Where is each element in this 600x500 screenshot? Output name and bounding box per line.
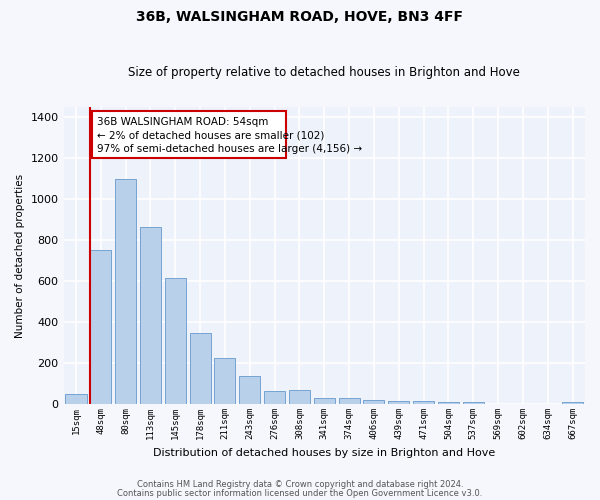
Bar xyxy=(314,398,335,404)
FancyBboxPatch shape xyxy=(92,111,286,158)
Bar xyxy=(264,391,285,404)
Y-axis label: Number of detached properties: Number of detached properties xyxy=(15,174,25,338)
Bar xyxy=(562,402,583,404)
Bar xyxy=(438,402,459,404)
X-axis label: Distribution of detached houses by size in Brighton and Hove: Distribution of detached houses by size … xyxy=(153,448,496,458)
Bar xyxy=(214,358,235,404)
Bar xyxy=(388,401,409,404)
Text: 97% of semi-detached houses are larger (4,156) →: 97% of semi-detached houses are larger (… xyxy=(97,144,362,154)
Text: Contains HM Land Registry data © Crown copyright and database right 2024.: Contains HM Land Registry data © Crown c… xyxy=(137,480,463,489)
Text: ← 2% of detached houses are smaller (102): ← 2% of detached houses are smaller (102… xyxy=(97,130,325,140)
Bar xyxy=(338,398,359,404)
Bar xyxy=(90,250,112,404)
Text: 36B WALSINGHAM ROAD: 54sqm: 36B WALSINGHAM ROAD: 54sqm xyxy=(97,118,268,128)
Bar xyxy=(413,401,434,404)
Bar xyxy=(463,402,484,404)
Bar xyxy=(165,278,186,404)
Text: 36B, WALSINGHAM ROAD, HOVE, BN3 4FF: 36B, WALSINGHAM ROAD, HOVE, BN3 4FF xyxy=(137,10,464,24)
Text: Contains public sector information licensed under the Open Government Licence v3: Contains public sector information licen… xyxy=(118,488,482,498)
Bar xyxy=(115,179,136,404)
Bar xyxy=(289,390,310,404)
Bar xyxy=(65,394,86,404)
Bar xyxy=(239,376,260,404)
Bar xyxy=(140,227,161,404)
Bar xyxy=(190,334,211,404)
Bar xyxy=(364,400,385,404)
Title: Size of property relative to detached houses in Brighton and Hove: Size of property relative to detached ho… xyxy=(128,66,520,80)
